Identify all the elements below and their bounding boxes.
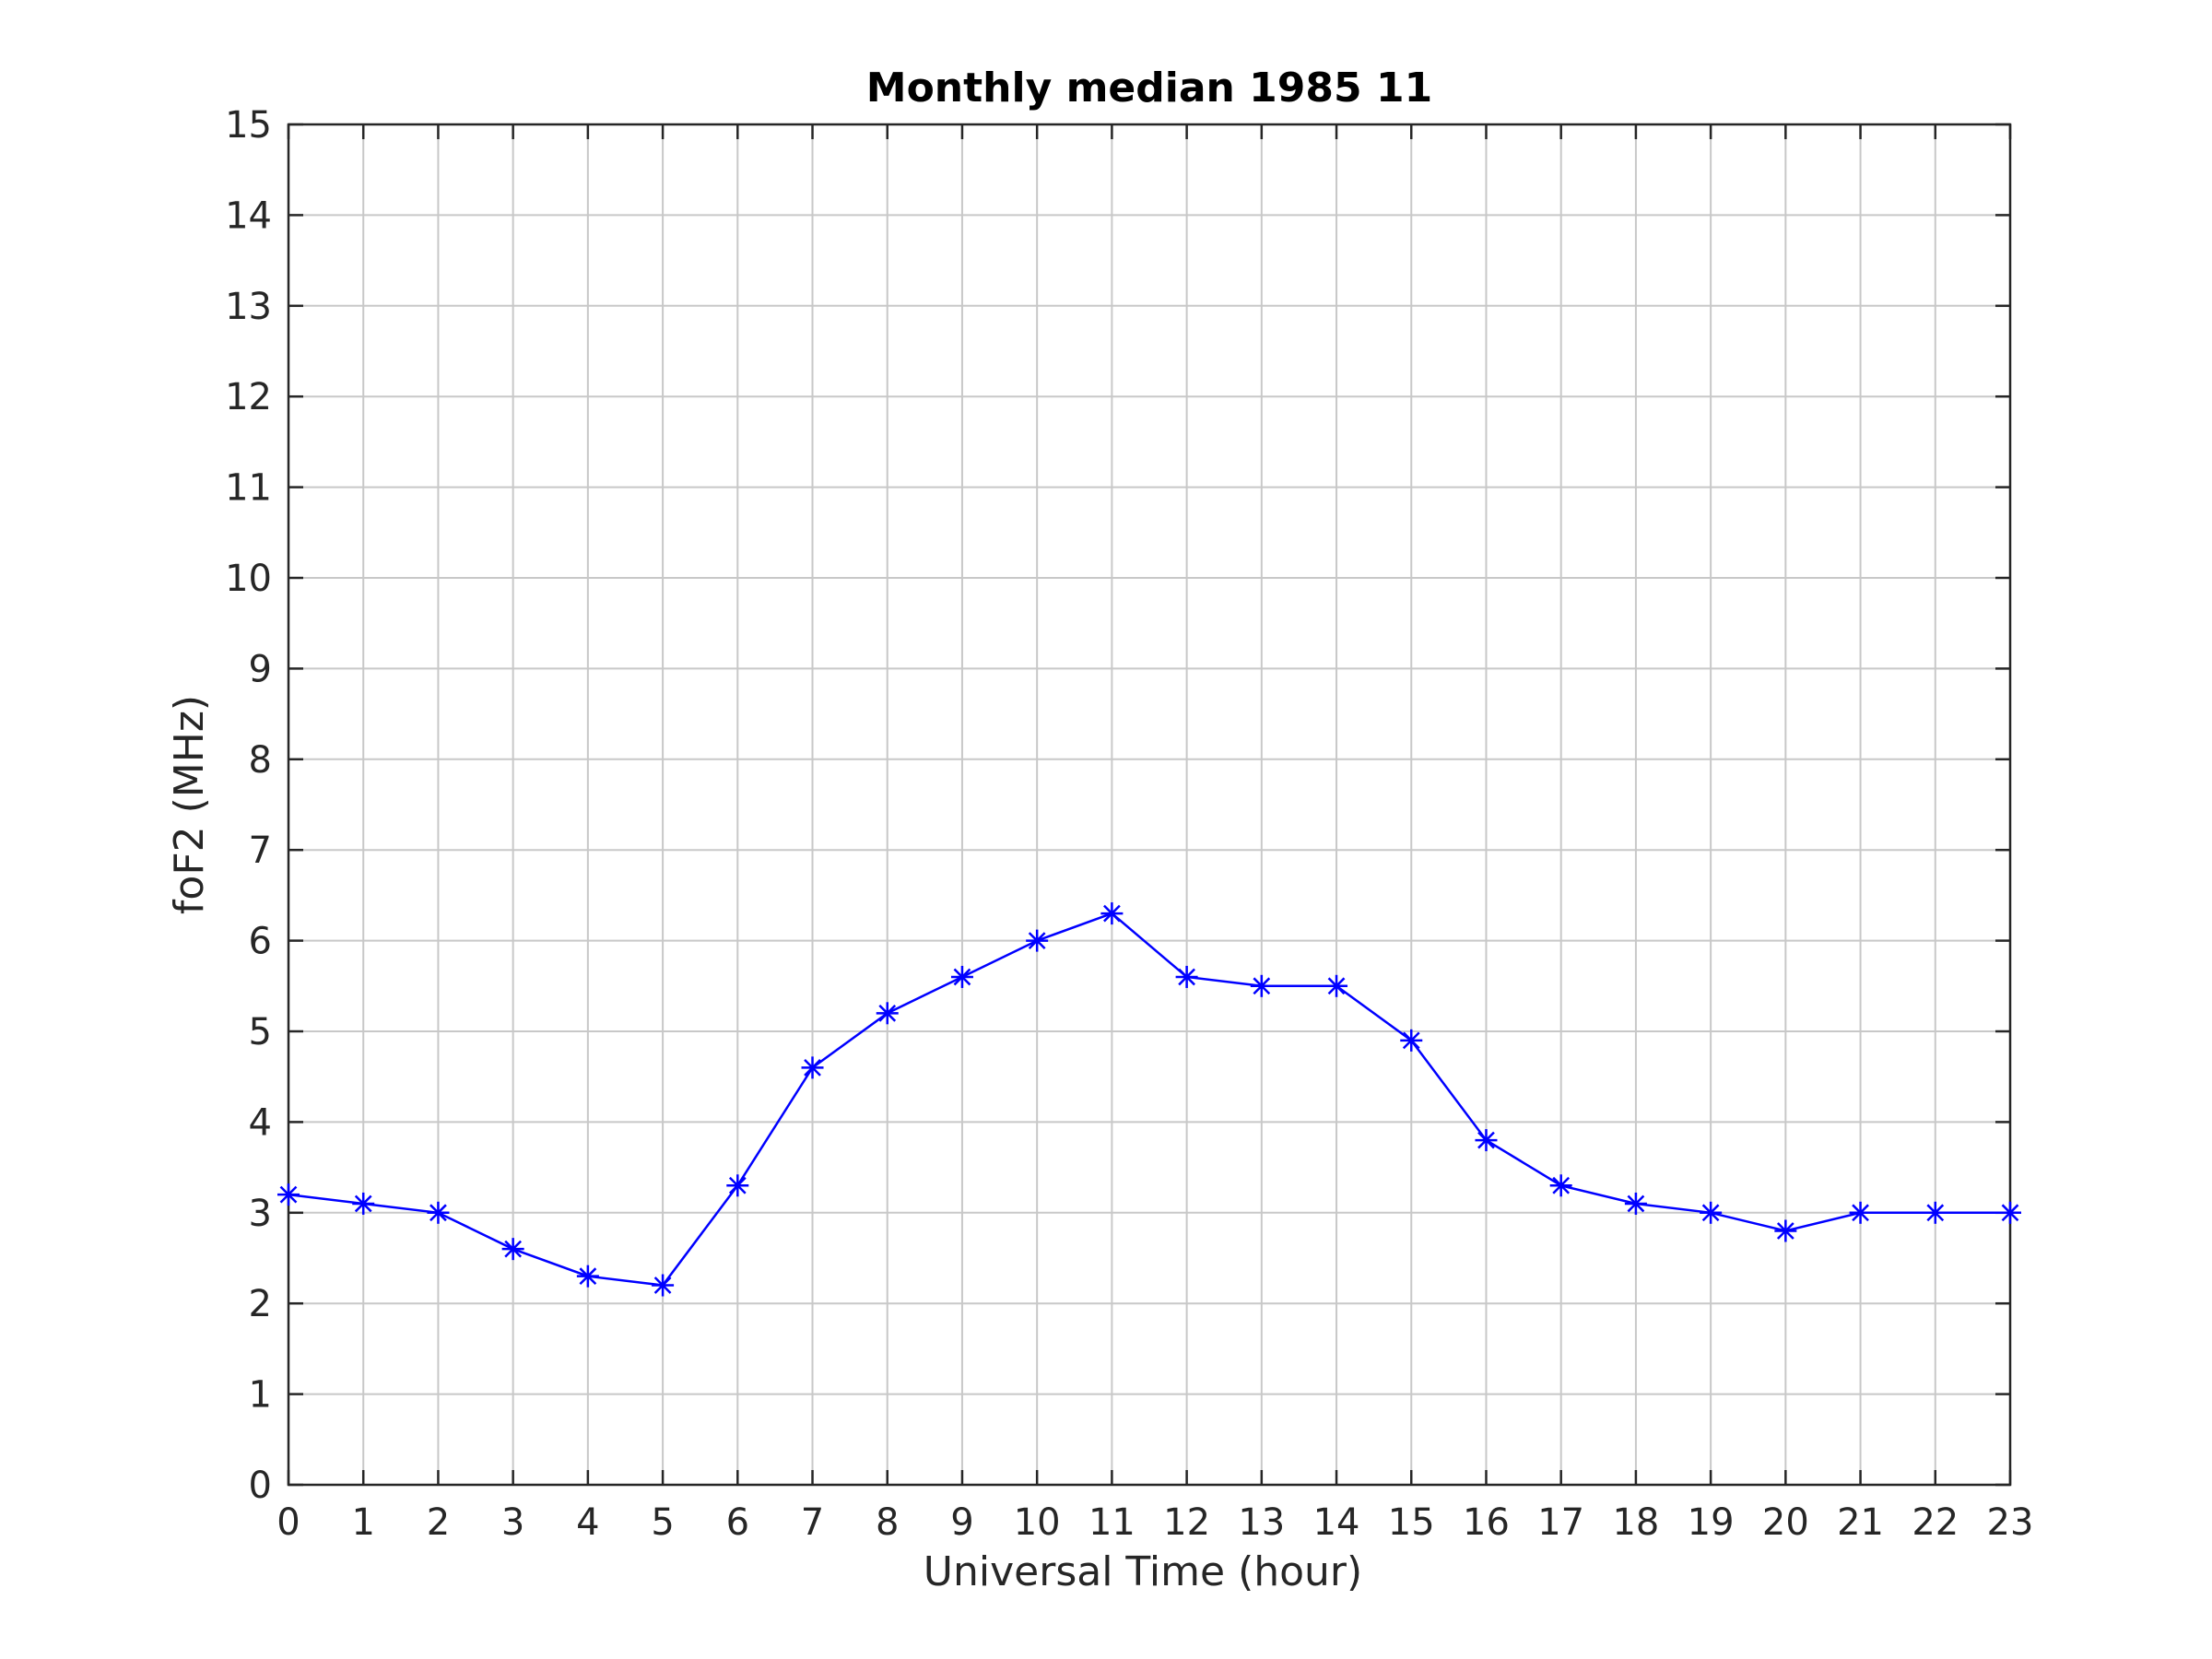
x-tick-label: 5 <box>651 1501 674 1544</box>
x-tick-label: 4 <box>576 1501 599 1544</box>
x-tick-label: 3 <box>501 1501 524 1544</box>
plot-frame <box>287 123 2012 1487</box>
x-axis-label: Universal Time (hour) <box>924 1548 1362 1595</box>
y-axis-label: foF2 (MHz) <box>166 695 213 914</box>
data-point-marker <box>1400 1029 1423 1052</box>
y-tick-label: 10 <box>225 558 272 600</box>
x-tick-label: 18 <box>1612 1501 1659 1544</box>
data-point-marker <box>876 1002 899 1025</box>
x-tick-label: 6 <box>726 1501 749 1544</box>
x-tick-label: 17 <box>1537 1501 1584 1544</box>
x-tick-label: 21 <box>1837 1501 1884 1544</box>
y-tick-label: 5 <box>249 1011 272 1053</box>
y-tick-label: 9 <box>249 648 272 690</box>
data-point-marker <box>1924 1201 1947 1224</box>
data-point-marker <box>277 1183 300 1206</box>
data-point-marker <box>1325 974 1348 997</box>
x-tick-label: 23 <box>1987 1501 2034 1544</box>
data-point-marker <box>1175 965 1198 988</box>
data-point-marker <box>1475 1129 1498 1152</box>
data-point-marker <box>576 1265 599 1288</box>
x-tick-label: 12 <box>1163 1501 1210 1544</box>
data-point-marker <box>1250 974 1273 997</box>
y-tick-label: 14 <box>225 194 272 237</box>
y-tick-label: 0 <box>249 1465 272 1507</box>
x-tick-label: 10 <box>1014 1501 1061 1544</box>
plot-background <box>288 124 2010 1485</box>
x-tick-labels: 0 1 2 3 4 5 6 7 8 9 10 11 12 13 14 15 16 17 18 19 20 21 22 23 <box>276 1501 2033 1544</box>
data-point-marker <box>1549 1174 1572 1197</box>
y-tick-label: 6 <box>249 921 272 963</box>
data-point-marker <box>1100 902 1124 925</box>
x-tick-label: 14 <box>1313 1501 1360 1544</box>
x-tick-label: 9 <box>950 1501 973 1544</box>
x-tick-label: 13 <box>1238 1501 1285 1544</box>
x-tick-label: 20 <box>1762 1501 1809 1544</box>
y-tick-label: 11 <box>225 467 272 510</box>
x-tick-label: 1 <box>351 1501 374 1544</box>
x-tick-label: 0 <box>276 1501 300 1544</box>
data-point-marker <box>1774 1219 1797 1242</box>
x-tick-label: 7 <box>801 1501 824 1544</box>
data-point-marker <box>352 1192 375 1215</box>
data-point-marker <box>726 1174 749 1197</box>
x-tick-label: 16 <box>1463 1501 1510 1544</box>
data-point-marker <box>501 1238 524 1261</box>
y-tick-label: 7 <box>249 830 272 872</box>
y-tick-label: 1 <box>249 1374 272 1417</box>
x-tick-label: 11 <box>1088 1501 1135 1544</box>
x-tick-label: 19 <box>1688 1501 1735 1544</box>
data-point-marker <box>652 1274 675 1297</box>
series-line <box>288 912 2010 1287</box>
data-point-marker <box>950 965 973 988</box>
data-point-marker <box>1849 1201 1872 1224</box>
y-tick-label: 13 <box>225 286 272 328</box>
x-tick-label: 15 <box>1388 1501 1435 1544</box>
x-tick-label: 8 <box>876 1501 899 1544</box>
x-tick-label: 2 <box>427 1501 450 1544</box>
data-point-marker <box>1624 1192 1647 1215</box>
data-point-marker <box>427 1201 450 1224</box>
chart-title: Monthly median 1985 11 <box>866 65 1432 112</box>
y-tick-label: 3 <box>249 1193 272 1235</box>
data-point-marker <box>801 1056 824 1079</box>
y-tick-label: 12 <box>225 376 272 418</box>
y-tick-label: 2 <box>249 1283 272 1325</box>
data-point-marker <box>1026 929 1049 952</box>
x-tick-label: 22 <box>1912 1501 1959 1544</box>
y-tick-label: 15 <box>225 104 272 147</box>
data-point-marker <box>1700 1201 1723 1224</box>
data-series <box>277 902 2021 1297</box>
y-tick-label: 4 <box>249 1101 272 1144</box>
data-point-marker <box>1999 1201 2021 1224</box>
y-tick-label: 8 <box>249 739 272 782</box>
